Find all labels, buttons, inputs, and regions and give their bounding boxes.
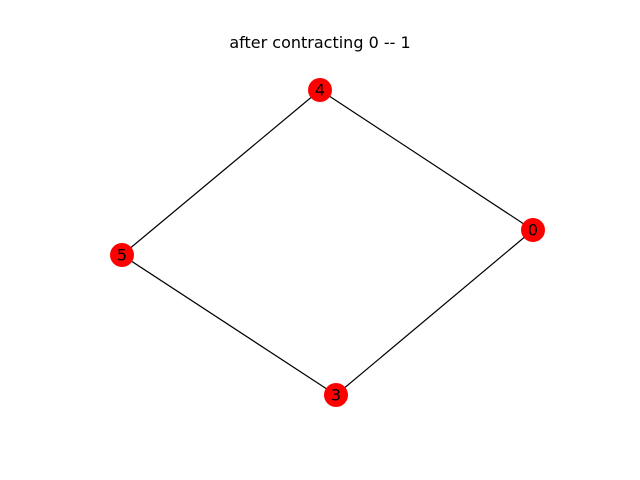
node-circle (324, 383, 348, 407)
node-0: 0 (521, 218, 545, 242)
node-label: 4 (315, 81, 325, 100)
node-circle (308, 78, 332, 102)
node-5: 5 (110, 243, 134, 267)
node-label: 5 (117, 246, 127, 265)
node-circle (110, 243, 134, 267)
figure-title: after contracting 0 -- 1 (229, 33, 411, 52)
edges-layer (121, 89, 534, 396)
edge-5-3 (121, 254, 337, 396)
node-4: 4 (308, 78, 332, 102)
node-label: 0 (528, 221, 538, 240)
node-circle (521, 218, 545, 242)
edge-4-0 (319, 89, 534, 231)
edge-4-5 (121, 89, 321, 256)
node-3: 3 (324, 383, 348, 407)
nodes-layer: 4 0 5 3 (110, 78, 545, 407)
node-label: 3 (331, 386, 341, 405)
edge-3-0 (335, 229, 534, 396)
